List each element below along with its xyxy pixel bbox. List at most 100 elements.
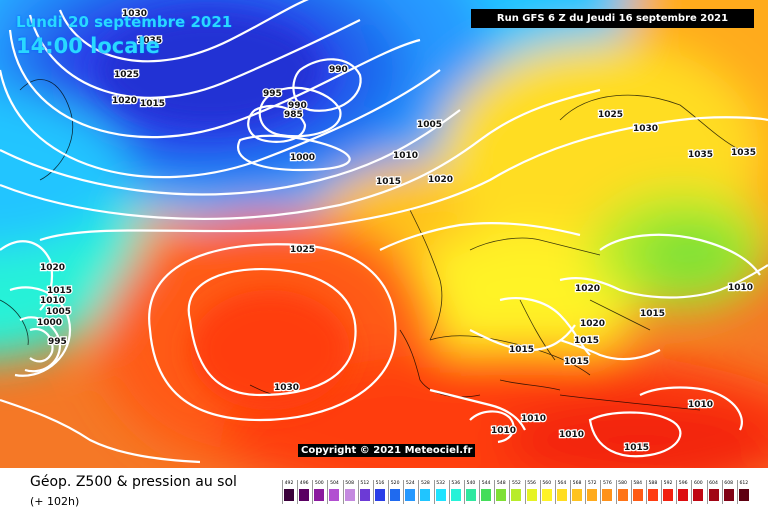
legend-swatch [587, 489, 598, 501]
legend-swatch [678, 489, 689, 501]
legend-swatch [556, 489, 567, 501]
pressure-label: 1010 [491, 426, 516, 436]
legend-swatch [526, 489, 537, 501]
legend-cell: 556 [524, 480, 537, 504]
pressure-label: 985 [284, 110, 303, 120]
pressure-label: 1010 [728, 283, 753, 293]
legend-value: 528 [421, 481, 430, 486]
pressure-label: 1020 [580, 319, 605, 329]
pressure-label: 1010 [688, 400, 713, 410]
legend-swatch [602, 489, 613, 501]
pressure-label: 1015 [564, 357, 589, 367]
pressure-label: 1015 [47, 286, 72, 296]
legend-value: 524 [405, 481, 415, 486]
pressure-label: 1010 [521, 414, 546, 424]
pressure-label: 1015 [509, 345, 534, 355]
pressure-label: 1015 [574, 336, 599, 346]
legend-cell: 592 [661, 480, 674, 504]
pressure-label: 1035 [137, 36, 162, 46]
pressure-label: 1020 [112, 96, 137, 106]
pressure-label: 1015 [376, 177, 401, 187]
pressure-label: 1010 [40, 296, 65, 306]
legend-value: 532 [436, 481, 445, 486]
legend-cell: 528 [418, 480, 431, 504]
legend-swatch [708, 489, 719, 501]
legend-value: 564 [557, 481, 567, 486]
pressure-label: 1015 [140, 99, 165, 109]
legend-value: 536 [451, 481, 461, 486]
legend-cell: 520 [388, 480, 401, 504]
legend-cell: 496 [297, 480, 310, 504]
pressure-label: 1035 [688, 150, 713, 160]
map-title: Géop. Z500 & pression au sol [30, 474, 237, 490]
legend-cell: 600 [691, 480, 704, 504]
legend-cell: 500 [312, 480, 325, 504]
pressure-label: 1005 [46, 307, 71, 317]
legend-value: 580 [618, 481, 627, 486]
legend-value: 568 [572, 481, 582, 486]
legend-cell: 576 [600, 480, 613, 504]
legend-value: 540 [466, 481, 476, 486]
legend-value: 584 [633, 481, 643, 486]
legend-cell: 544 [479, 480, 492, 504]
pressure-label: 1025 [290, 245, 315, 255]
legend-swatch [738, 489, 749, 501]
legend-value: 592 [663, 481, 673, 486]
legend-swatch [405, 489, 416, 501]
legend-value: 560 [542, 481, 552, 486]
legend-cell: 552 [509, 480, 522, 504]
legend-value: 596 [678, 481, 688, 486]
pressure-label: 1030 [633, 124, 658, 134]
legend-cell: 572 [585, 480, 598, 504]
legend-swatch [344, 489, 355, 501]
legend-value: 556 [527, 481, 536, 486]
pressure-label: 990 [288, 101, 307, 111]
legend-value: 548 [496, 481, 506, 486]
legend-cell: 504 [327, 480, 340, 504]
legend-swatch [359, 489, 370, 501]
legend-swatch [511, 489, 522, 501]
forecast-offset: (+ 102h) [30, 495, 80, 508]
copyright-label: Copyright © 2021 Meteociel.fr [298, 444, 476, 457]
color-legend: 492 496 500 504 508 512 516 520 524 528 532 536 540 5… [282, 480, 752, 504]
pressure-label: 1000 [37, 318, 62, 328]
legend-cell: 540 [463, 480, 476, 504]
legend-cell: 560 [539, 480, 552, 504]
legend-cell: 568 [570, 480, 583, 504]
legend-cell: 580 [615, 480, 628, 504]
legend-value: 516 [375, 481, 385, 486]
legend-value: 604 [709, 481, 718, 486]
isobars [0, 0, 768, 464]
weather-map: 1035 1030 1025 1020 1015 990 995 990 985… [0, 0, 768, 468]
legend-value: 588 [648, 481, 658, 486]
legend-cell: 584 [630, 480, 643, 504]
legend-swatch [329, 489, 340, 501]
legend-value: 608 [724, 481, 734, 486]
legend-swatch [663, 489, 674, 501]
pressure-label: 1030 [274, 383, 299, 393]
legend-cell: 512 [357, 480, 370, 504]
pressure-label: 1015 [640, 309, 665, 319]
pressure-label: 1015 [624, 443, 649, 453]
legend-swatch [541, 489, 552, 501]
legend-cell: 604 [706, 480, 719, 504]
pressure-label: 995 [263, 89, 282, 99]
pressure-labels: 1035 1030 1025 1020 1015 990 995 990 985… [36, 8, 758, 455]
legend-cell: 532 [433, 480, 446, 504]
legend-swatch [314, 489, 325, 501]
pressure-label: 1030 [122, 9, 147, 19]
legend-value: 500 [314, 481, 324, 486]
pressure-label: 1020 [428, 175, 453, 185]
pressure-label: 1005 [417, 120, 442, 130]
legend-swatch [617, 489, 628, 501]
legend-swatch [284, 489, 294, 501]
legend-value: 572 [587, 481, 597, 486]
legend-value: 492 [284, 481, 294, 486]
pressure-label: 1020 [40, 263, 65, 273]
legend-cell: 608 [721, 480, 734, 504]
legend-cell: 508 [342, 480, 355, 504]
legend-cell: 596 [676, 480, 689, 504]
pressure-label: 1010 [393, 151, 418, 161]
coastlines [0, 79, 741, 411]
legend-swatch [435, 489, 446, 501]
